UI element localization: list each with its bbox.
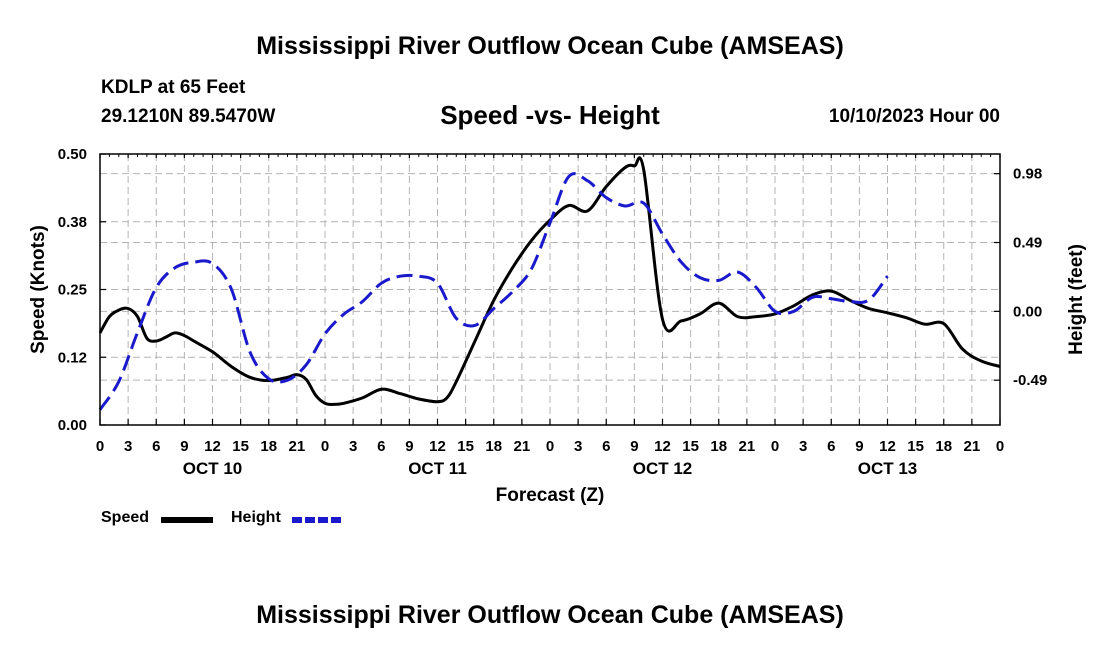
grid-lines (100, 154, 1000, 425)
x-tick-label: 0 (771, 438, 779, 455)
day-label: OCT 11 (408, 459, 467, 478)
x-tick-label: 21 (289, 438, 306, 455)
day-label: OCT 12 (633, 459, 693, 478)
x-tick-label: 3 (799, 438, 807, 455)
x-tick-label: 12 (879, 438, 896, 455)
x-tick-label: 12 (654, 438, 671, 455)
y-axis-right-label: Height (feet) (1066, 244, 1087, 355)
legend-height-swatch (292, 517, 344, 523)
x-tick-label: 9 (405, 438, 413, 455)
y-left-tick-label: 0.12 (58, 349, 87, 366)
day-label: OCT 13 (858, 459, 918, 478)
y-left-tick-label: 0.25 (58, 282, 87, 299)
y-axis-left-label: Speed (Knots) (28, 225, 49, 354)
legend-height-label: Height (231, 509, 281, 526)
x-tick-label: 9 (180, 438, 188, 455)
x-tick-label: 0 (996, 438, 1004, 455)
day-label: OCT 10 (183, 459, 243, 478)
y-right-tick-label: 0.00 (1013, 303, 1042, 320)
chart-subtitle: Speed -vs- Height (440, 100, 660, 130)
date-label: 10/10/2023 Hour 00 (828, 106, 1000, 127)
y-left-tick-label: 0.00 (58, 417, 87, 434)
x-tick-label: 15 (907, 438, 924, 455)
y-left-tick-label: 0.50 (58, 146, 87, 163)
x-tick-label: 21 (514, 438, 531, 455)
x-tick-label: 0 (546, 438, 554, 455)
series-layer (98, 156, 1001, 411)
x-tick-label: 18 (260, 438, 277, 455)
x-tick-label: 21 (964, 438, 981, 455)
footer-title: Mississippi River Outflow Ocean Cube (AM… (256, 601, 844, 629)
x-tick-label: 15 (232, 438, 249, 455)
x-tick-label: 12 (204, 438, 221, 455)
x-tick-label: 6 (602, 438, 610, 455)
x-tick-label: 6 (377, 438, 385, 455)
station-label: KDLP at 65 Feet (101, 77, 246, 98)
legend-speed-swatch (161, 517, 213, 523)
x-tick-label: 6 (152, 438, 160, 455)
speed-height-chart: 0 3 6 9 12 15 18 21 0 3 6 9 12 15 18 21 0 3 6 9 12 15 18 21 0 3 6 9… (28, 146, 1087, 506)
x-tick-label: 0 (96, 438, 104, 455)
x-tick-label: 15 (457, 438, 474, 455)
x-tick-label: 21 (739, 438, 756, 455)
x-tick-label: 9 (855, 438, 863, 455)
legend-speed-label: Speed (101, 509, 150, 526)
x-tick-label: 3 (349, 438, 357, 455)
speed-series-line (98, 156, 1001, 406)
x-tick-label: 12 (429, 438, 446, 455)
height-series-line (98, 172, 889, 411)
x-tick-label: 18 (710, 438, 727, 455)
x-tick-label: 0 (321, 438, 329, 455)
x-tick-label: 18 (935, 438, 952, 455)
x-tick-label: 9 (630, 438, 638, 455)
x-tick-label: 3 (124, 438, 132, 455)
x-tick-label: 6 (827, 438, 835, 455)
y-right-tick-label: 0.49 (1013, 235, 1042, 252)
coordinates-label: 29.1210N 89.5470W (101, 106, 276, 127)
x-tick-label: 15 (682, 438, 699, 455)
x-tick-label: 18 (485, 438, 502, 455)
tick-layer: 0 3 6 9 12 15 18 21 0 3 6 9 12 15 18 21 0 3 6 9 12 15 18 21 0 3 6 9… (58, 146, 1047, 478)
chart-title: Mississippi River Outflow Ocean Cube (AM… (256, 32, 844, 60)
y-right-tick-label: 0.98 (1013, 166, 1042, 183)
y-left-tick-label: 0.38 (58, 214, 87, 231)
x-tick-label: 3 (574, 438, 582, 455)
y-right-tick-label: -0.49 (1013, 372, 1047, 389)
x-axis-label: Forecast (Z) (496, 485, 605, 506)
